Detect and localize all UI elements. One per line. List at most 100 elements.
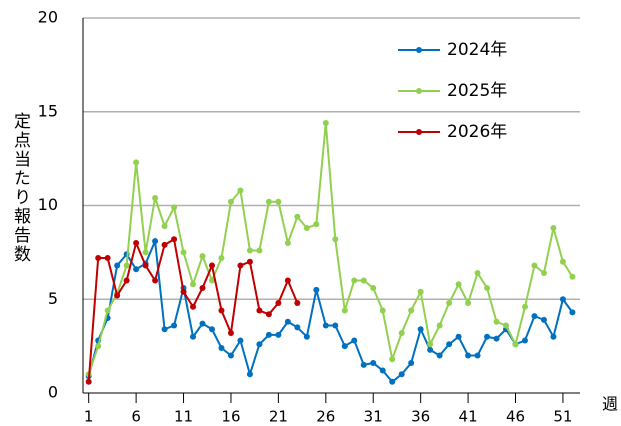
- data-point: [559, 296, 566, 303]
- x-tick-label: 11: [174, 408, 193, 426]
- data-point: [360, 361, 367, 368]
- data-point: [484, 333, 491, 340]
- series-line: [87, 237, 574, 384]
- x-tick-label: 6: [131, 408, 141, 426]
- x-tick-label: 21: [269, 408, 288, 426]
- data-point: [142, 262, 149, 269]
- data-point: [360, 277, 367, 284]
- data-point: [322, 120, 329, 126]
- data-point: [265, 331, 272, 338]
- data-point: [190, 303, 197, 310]
- data-point: [540, 270, 547, 276]
- y-axis-label: 定点当たり報告数: [10, 112, 31, 264]
- x-tick-label: 26: [316, 408, 335, 426]
- data-point: [114, 292, 121, 299]
- data-point: [152, 277, 159, 284]
- data-point: [512, 341, 519, 348]
- series-line: [87, 122, 574, 375]
- data-point: [427, 346, 434, 353]
- data-point: [171, 322, 178, 329]
- data-point: [171, 236, 178, 243]
- data-point: [398, 371, 405, 378]
- data-point: [503, 322, 510, 329]
- data-point: [332, 322, 339, 329]
- data-point: [152, 238, 159, 245]
- data-point: [133, 240, 140, 246]
- data-point: [256, 307, 263, 314]
- data-point: [427, 341, 434, 348]
- data-point: [208, 277, 215, 284]
- data-point: [313, 286, 320, 293]
- data-point: [550, 225, 557, 231]
- x-tick-label: 31: [364, 408, 383, 426]
- x-tick-label: 46: [506, 408, 525, 426]
- y-tick-label: 0: [48, 383, 58, 402]
- x-axis-label: 週: [602, 395, 618, 414]
- data-point: [303, 333, 310, 340]
- data-point: [379, 307, 386, 314]
- data-point: [95, 255, 102, 261]
- data-point: [389, 378, 396, 385]
- y-tick-label: 10: [38, 195, 58, 214]
- data-point: [227, 198, 234, 205]
- data-point: [133, 266, 140, 273]
- data-point: [208, 326, 215, 333]
- data-point: [540, 316, 547, 323]
- x-tick-label: 41: [459, 408, 478, 426]
- data-point: [351, 277, 358, 284]
- y-tick-label: 20: [38, 8, 58, 27]
- data-point: [208, 262, 215, 269]
- data-point: [493, 318, 500, 325]
- data-point: [161, 241, 168, 248]
- data-point: [104, 307, 111, 314]
- data-point: [531, 262, 538, 269]
- data-point: [104, 255, 111, 261]
- data-point: [284, 240, 291, 246]
- data-point: [190, 281, 197, 288]
- data-point: [237, 337, 244, 344]
- data-point: [142, 249, 149, 256]
- data-point: [275, 198, 282, 205]
- data-point: [436, 322, 443, 329]
- data-point: [171, 204, 178, 211]
- legend-marker: [416, 129, 422, 135]
- data-point: [332, 236, 339, 243]
- data-point: [521, 303, 528, 310]
- data-point: [294, 324, 301, 331]
- data-point: [161, 223, 168, 230]
- data-point: [180, 288, 187, 295]
- data-point: [227, 352, 234, 359]
- data-point: [275, 331, 282, 338]
- legend-marker: [416, 88, 422, 94]
- data-point: [199, 320, 206, 327]
- data-point: [465, 352, 472, 359]
- x-tick-label: 51: [553, 408, 572, 426]
- data-point: [521, 337, 528, 344]
- data-point: [246, 247, 253, 254]
- data-point: [370, 285, 377, 291]
- data-point: [218, 307, 225, 314]
- legend-label: 2024年: [447, 40, 507, 60]
- data-point: [408, 307, 415, 314]
- data-point: [446, 300, 453, 306]
- data-point: [218, 345, 225, 351]
- legend-label: 2026年: [447, 122, 507, 142]
- data-point: [341, 343, 348, 350]
- data-point: [341, 307, 348, 314]
- data-point: [227, 330, 234, 336]
- data-point: [303, 225, 310, 231]
- data-point: [474, 270, 481, 276]
- y-tick-label: 15: [38, 101, 58, 120]
- data-point: [133, 159, 140, 166]
- data-point: [417, 326, 424, 333]
- data-point: [123, 262, 130, 269]
- data-point: [436, 352, 443, 359]
- data-point: [265, 198, 272, 205]
- data-point: [180, 249, 187, 256]
- data-point: [351, 337, 358, 344]
- data-point: [265, 311, 272, 318]
- data-point: [389, 356, 396, 363]
- data-point: [493, 335, 500, 342]
- x-tick-label: 36: [411, 408, 430, 426]
